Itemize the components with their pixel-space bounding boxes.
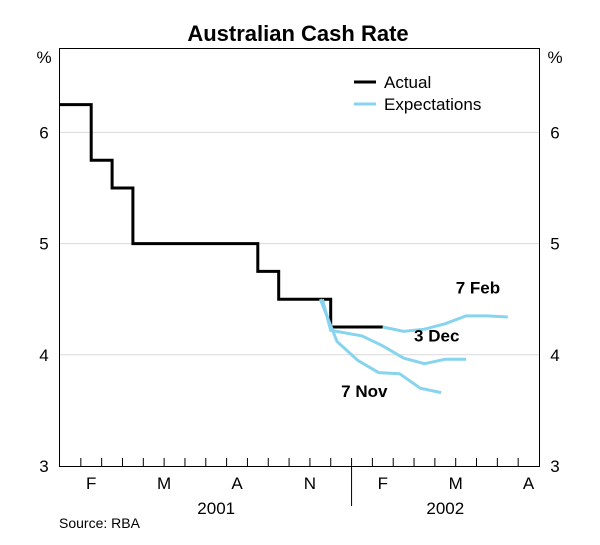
plot-frame xyxy=(59,48,540,467)
annotation-label: 7 Nov xyxy=(341,382,388,401)
y-tick-label-right: 5 xyxy=(550,235,559,254)
y-tick-label-left: 4 xyxy=(39,346,48,365)
y-tick-label-left: 5 xyxy=(39,235,48,254)
x-tick-label: M xyxy=(449,474,463,493)
x-year-label: 2001 xyxy=(197,499,235,518)
x-tick-label: A xyxy=(523,474,535,493)
annotations: 7 Feb 3 Dec 7 Nov xyxy=(341,279,500,401)
series-lines xyxy=(60,103,508,395)
x-tick-label: F xyxy=(86,474,96,493)
series-line-actual xyxy=(60,103,383,329)
y-tick-label-left: 3 xyxy=(39,457,48,476)
x-year-label: 2002 xyxy=(426,499,464,518)
y-unit-right: % xyxy=(547,48,562,67)
y-tick-label-right: 6 xyxy=(550,123,559,142)
y-tick-label-right: 3 xyxy=(550,457,559,476)
series-line-3-dec xyxy=(320,298,467,366)
axes: 3 3 4 4 5 5 6 6 F M A N F M A 2001 2002 xyxy=(39,123,559,518)
legend-label-actual: Actual xyxy=(384,73,431,92)
y-unit-left: % xyxy=(36,48,51,67)
annotation-label: 7 Feb xyxy=(456,279,500,298)
series-line-7-feb xyxy=(382,314,508,333)
legend: Actual Expectations xyxy=(354,73,481,114)
series-line-7-nov xyxy=(318,298,442,395)
annotation-label: 3 Dec xyxy=(414,326,459,345)
x-tick-label: N xyxy=(304,474,316,493)
x-tick-label: A xyxy=(231,474,243,493)
x-tick-label: M xyxy=(157,474,171,493)
source-note: Source: RBA xyxy=(59,515,141,531)
x-tick-label: F xyxy=(378,474,388,493)
legend-label-expectations: Expectations xyxy=(384,95,481,114)
chart-title: Australian Cash Rate xyxy=(187,21,408,46)
y-tick-label-right: 4 xyxy=(550,346,559,365)
y-tick-label-left: 6 xyxy=(39,123,48,142)
